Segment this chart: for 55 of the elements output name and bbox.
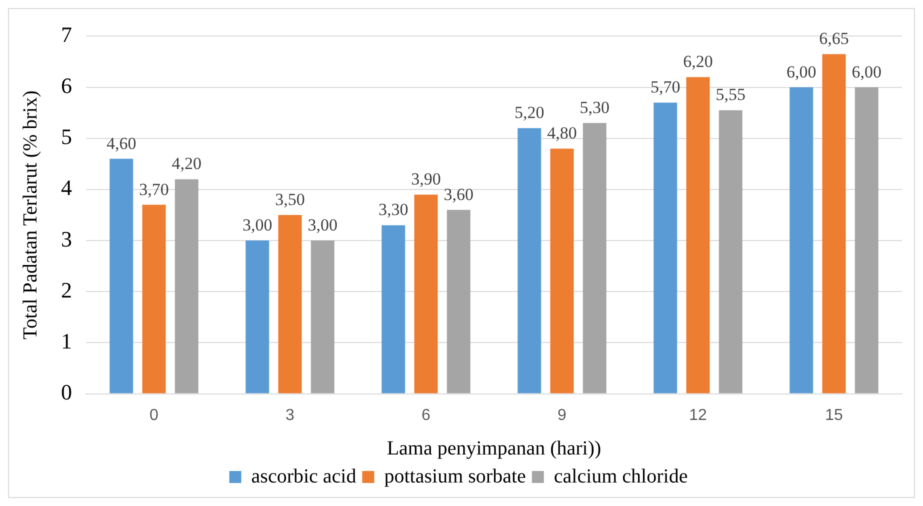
legend-label: ascorbic acid: [251, 465, 356, 488]
bar: [686, 77, 710, 394]
bar: [310, 240, 334, 394]
bar: [142, 204, 166, 394]
data-label: 6,65: [819, 29, 849, 48]
data-label: 3,90: [411, 170, 441, 189]
x-tick-label: 3: [286, 406, 295, 424]
bar: [790, 87, 814, 394]
data-label: 3,00: [242, 216, 272, 235]
legend-label: calcium chloride: [554, 465, 688, 488]
data-label: 5,30: [580, 98, 610, 118]
data-label: 6,20: [683, 52, 713, 72]
bar: [654, 102, 678, 394]
y-tick-label: 0: [61, 380, 72, 405]
data-label: 6,00: [786, 62, 816, 82]
bar: [278, 215, 302, 394]
bar: [550, 148, 574, 394]
bar: [518, 128, 542, 394]
bar: [382, 225, 406, 394]
x-tick-label: 12: [689, 406, 707, 424]
data-label: 4,20: [172, 154, 202, 174]
data-label: 5,70: [650, 78, 680, 97]
x-tick-label: 6: [422, 406, 431, 424]
y-axis-title: Total Padatan Terlarut (% brix): [19, 90, 42, 340]
data-label: 5,20: [514, 103, 544, 122]
y-tick-label: 4: [61, 175, 72, 200]
data-label: 3,00: [308, 216, 338, 235]
data-label: 6,00: [852, 62, 882, 82]
data-label: 3,60: [444, 184, 474, 204]
legend-label: pottasium sorbate: [384, 465, 526, 488]
bar: [414, 194, 438, 394]
data-label: 3,70: [139, 180, 169, 199]
data-label: 4,60: [106, 134, 136, 153]
bar: [582, 123, 606, 394]
bar: [246, 240, 270, 394]
bar: [718, 110, 742, 394]
y-tick-label: 1: [61, 328, 72, 354]
y-tick-label: 7: [61, 22, 72, 47]
x-tick-label: 9: [558, 406, 567, 424]
data-label: 3,50: [275, 190, 305, 209]
x-tick-label: 0: [150, 406, 159, 424]
y-tick-label: 6: [61, 73, 72, 98]
data-label: 5,55: [716, 85, 746, 104]
bar: [854, 87, 878, 394]
bar: [446, 210, 470, 394]
data-label: 3,30: [378, 200, 408, 220]
y-tick-label: 2: [61, 277, 72, 302]
y-tick-label: 5: [61, 124, 72, 150]
data-label: 4,80: [547, 124, 577, 143]
y-tick-label: 3: [61, 226, 72, 252]
bar: [110, 158, 134, 394]
bar: [174, 179, 198, 394]
x-axis-title: Lama penyimpanan (hari)): [386, 437, 602, 460]
x-tick-label: 15: [825, 406, 843, 424]
bar: [822, 54, 846, 394]
